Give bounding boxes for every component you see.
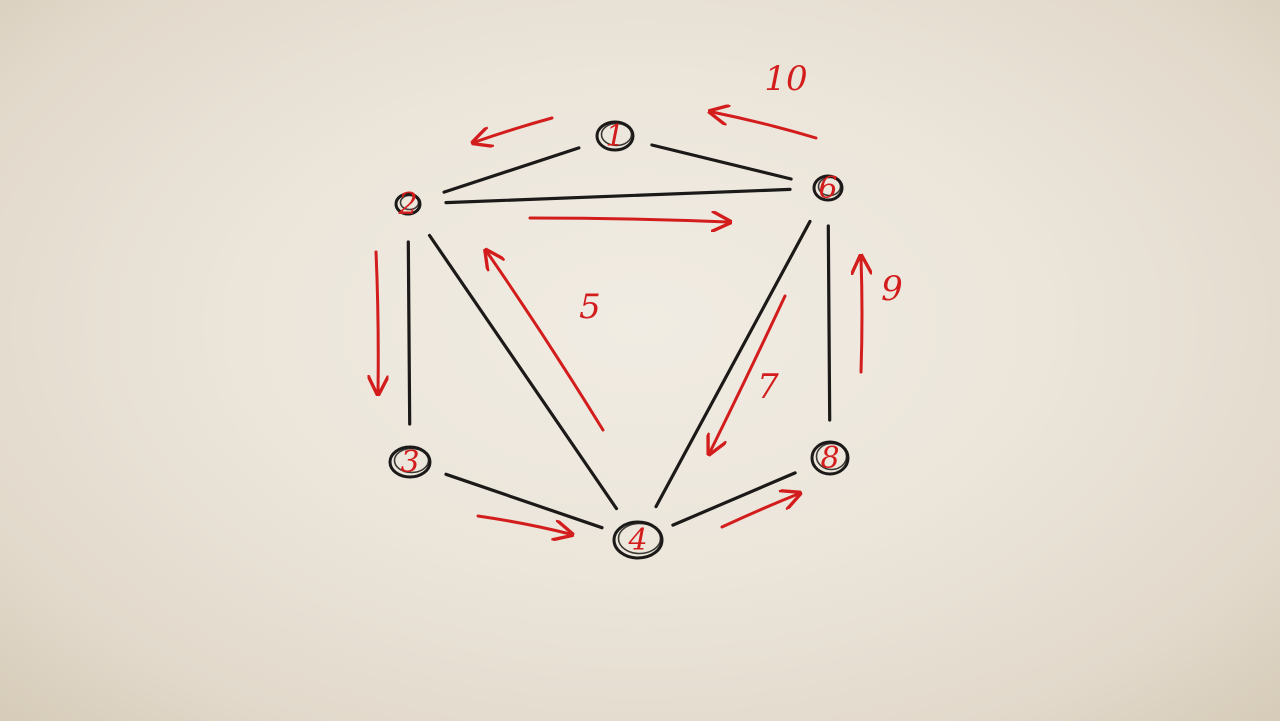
traversal-arrow-8-6 xyxy=(861,258,862,374)
traversal-step-label: 7 xyxy=(757,367,779,407)
edge-2-4 xyxy=(427,233,619,511)
node-6: 6 xyxy=(812,171,844,206)
traversal-arrow-6-1 xyxy=(712,112,818,140)
traversal-arrow-3-4 xyxy=(476,514,570,534)
node-circle xyxy=(812,174,844,202)
edge-2-6 xyxy=(444,187,792,205)
traversal-step-label: 5 xyxy=(579,287,601,327)
node-label: 3 xyxy=(400,445,419,480)
edge-2-1 xyxy=(442,146,581,194)
node-3: 3 xyxy=(388,445,432,480)
edge-2-3 xyxy=(406,240,412,426)
node-circle xyxy=(394,192,422,216)
node-circle xyxy=(595,120,635,152)
node-circle-inner xyxy=(817,176,842,197)
node-8: 8 xyxy=(810,440,850,476)
node-circle-inner xyxy=(815,442,848,471)
edge-1-6 xyxy=(650,143,793,181)
node-4: 4 xyxy=(612,520,664,560)
node-1: 1 xyxy=(595,119,635,154)
edges-layer xyxy=(406,143,832,530)
node-label: 4 xyxy=(627,523,647,558)
traversal-arrow-1-2 xyxy=(475,116,554,142)
node-label: 2 xyxy=(397,187,417,222)
node-circle-inner xyxy=(617,522,662,555)
traversal-arrows-layer: 5 7 9 10 xyxy=(376,59,903,534)
node-label: 1 xyxy=(605,119,624,154)
node-circle-inner xyxy=(600,122,633,147)
edge-4-8 xyxy=(671,471,797,527)
node-label: 6 xyxy=(818,171,837,206)
edge-6-8 xyxy=(826,224,832,422)
traversal-arrow-4-8 xyxy=(720,494,798,529)
node-2: 2 xyxy=(394,187,422,222)
traversal-step-label: 9 xyxy=(881,269,903,309)
traversal-arrow-4-2 xyxy=(487,252,605,432)
node-circle-inner xyxy=(393,447,430,474)
node-label: 8 xyxy=(820,441,839,476)
traversal-arrow-2-3 xyxy=(376,250,378,392)
traversal-step-label: 10 xyxy=(764,59,807,99)
edge-4-6 xyxy=(654,219,812,509)
node-circle xyxy=(388,445,432,479)
node-circle xyxy=(810,440,850,476)
traversal-arrow-6-4 xyxy=(710,294,787,452)
node-circle-inner xyxy=(399,194,420,211)
node-circle xyxy=(612,520,664,560)
nodes-layer: 1 2 3 4 6 8 xyxy=(388,119,850,560)
edge-3-4 xyxy=(444,472,604,530)
traversal-arrow-2-6 xyxy=(528,218,728,222)
